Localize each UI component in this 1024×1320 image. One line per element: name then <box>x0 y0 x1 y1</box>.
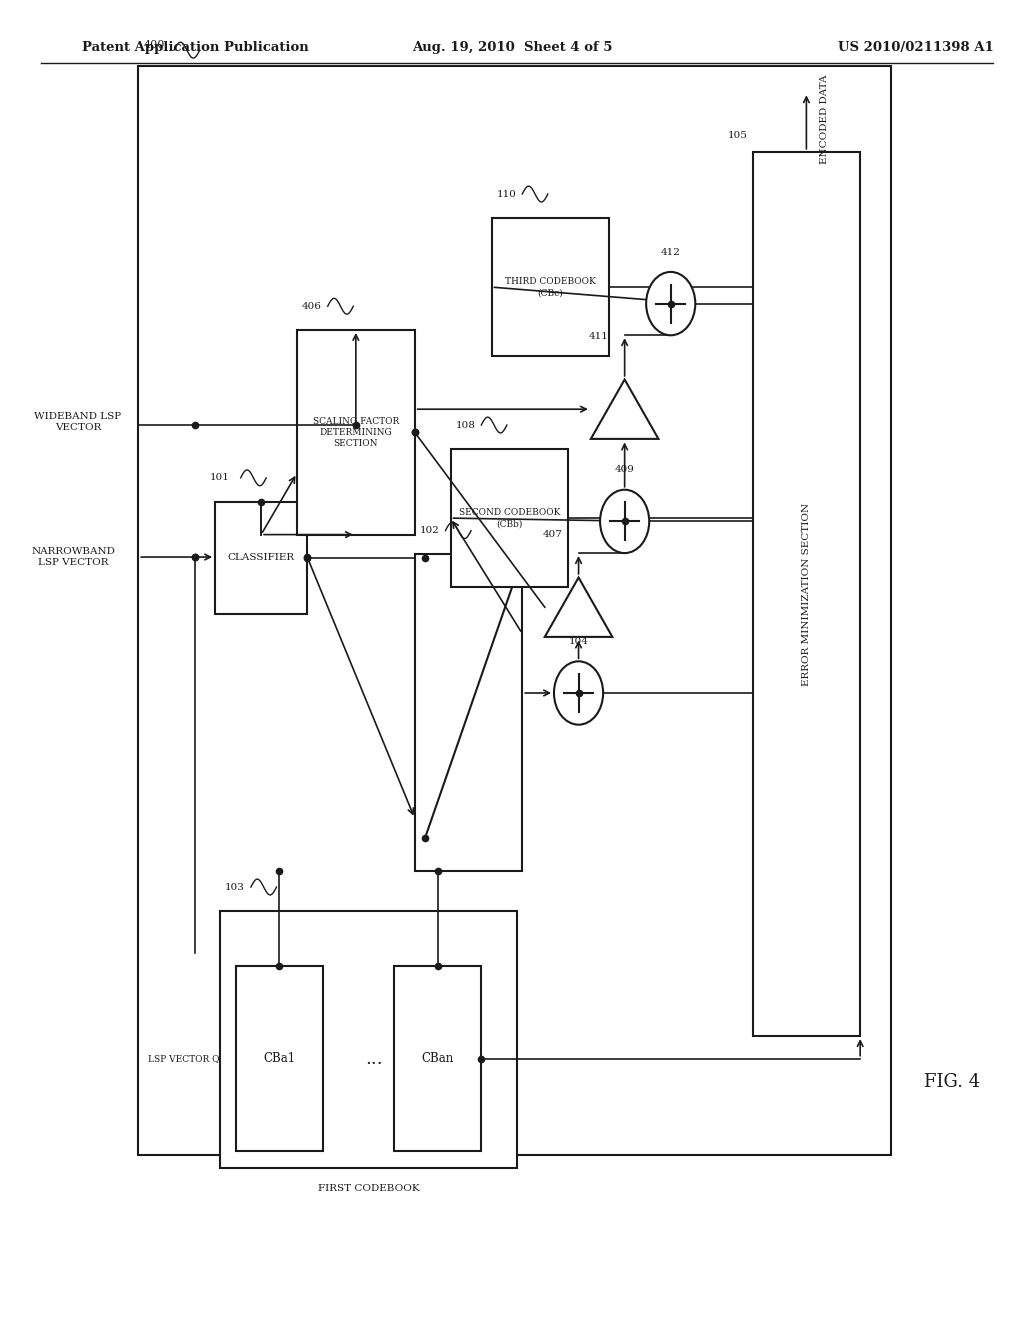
Bar <box>753 152 860 1036</box>
Text: NARROWBAND
LSP VECTOR: NARROWBAND LSP VECTOR <box>32 546 116 568</box>
Bar <box>236 966 323 1151</box>
Text: CBa1: CBa1 <box>263 1052 295 1065</box>
Text: 411: 411 <box>589 333 608 341</box>
Text: 407: 407 <box>543 531 562 539</box>
Text: CBan: CBan <box>422 1052 454 1065</box>
Circle shape <box>554 661 603 725</box>
Text: WIDEBAND LSP
VECTOR: WIDEBAND LSP VECTOR <box>34 412 122 433</box>
Bar <box>138 66 891 1155</box>
Text: CLASSIFIER: CLASSIFIER <box>227 553 295 562</box>
Bar <box>415 554 522 871</box>
Text: 409: 409 <box>614 466 634 474</box>
Text: Patent Application Publication: Patent Application Publication <box>82 41 308 54</box>
Text: Aug. 19, 2010  Sheet 4 of 5: Aug. 19, 2010 Sheet 4 of 5 <box>412 41 612 54</box>
Text: ENCODED DATA: ENCODED DATA <box>820 74 829 164</box>
Text: 103: 103 <box>225 883 245 891</box>
Text: 105: 105 <box>728 132 748 140</box>
Bar <box>394 966 481 1151</box>
Text: 101: 101 <box>210 474 229 482</box>
Bar <box>215 502 307 614</box>
Text: FIG. 4: FIG. 4 <box>925 1073 980 1092</box>
Text: 412: 412 <box>660 248 680 256</box>
Text: 400: 400 <box>143 40 165 50</box>
Text: SCALING FACTOR
DETERMINING
SECTION: SCALING FACTOR DETERMINING SECTION <box>312 417 399 447</box>
Text: ...: ... <box>365 1049 383 1068</box>
Text: 104: 104 <box>568 638 588 645</box>
Bar <box>220 911 517 1168</box>
Text: ERROR MINIMIZATION SECTION: ERROR MINIMIZATION SECTION <box>802 503 811 685</box>
Text: THIRD CODEBOOK
(CBc): THIRD CODEBOOK (CBc) <box>505 277 596 297</box>
Text: US 2010/0211398 A1: US 2010/0211398 A1 <box>838 41 993 54</box>
Circle shape <box>600 490 649 553</box>
Text: SECOND CODEBOOK
(CBb): SECOND CODEBOOK (CBb) <box>459 508 560 528</box>
Bar <box>451 449 568 587</box>
Text: 102: 102 <box>420 527 439 535</box>
Text: 108: 108 <box>456 421 475 429</box>
Bar <box>297 330 415 535</box>
Circle shape <box>646 272 695 335</box>
Text: 406: 406 <box>302 302 322 310</box>
Text: FIRST CODEBOOK: FIRST CODEBOOK <box>317 1184 420 1193</box>
Text: LSP VECTOR QUANTIZATION APPARATUS: LSP VECTOR QUANTIZATION APPARATUS <box>148 1053 348 1063</box>
Bar <box>492 218 609 356</box>
Text: 110: 110 <box>497 190 516 198</box>
